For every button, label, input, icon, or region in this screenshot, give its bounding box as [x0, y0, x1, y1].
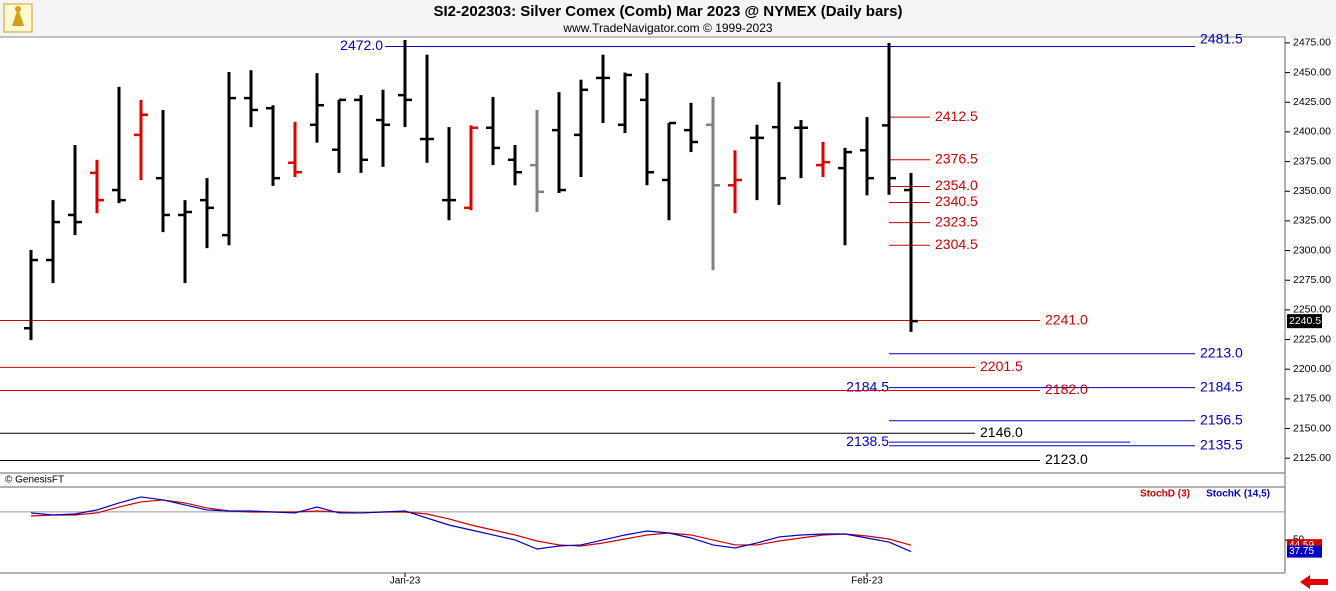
- legend-entry: StochK (14,5): [1206, 489, 1270, 500]
- y-tick-label: 2450.00: [1293, 66, 1331, 78]
- y-tick-label: 2200.00: [1293, 363, 1331, 375]
- logo: [3, 3, 33, 33]
- level-label: 2340.5: [935, 193, 978, 209]
- nav-arrow[interactable]: [1300, 575, 1328, 589]
- chart-title: SI2-202303: Silver Comex (Comb) Mar 2023…: [434, 3, 903, 20]
- y-tick-label: 2250.00: [1293, 304, 1331, 316]
- x-tick-label: Jan-23: [390, 576, 421, 587]
- last-price: 2240.5: [1289, 315, 1321, 327]
- level-label: 2376.5: [935, 150, 978, 166]
- level-label: 2123.0: [1045, 451, 1088, 467]
- y-tick-label: 2425.00: [1293, 96, 1331, 108]
- level-label: 2213.0: [1200, 344, 1243, 360]
- y-tick-label: 2400.00: [1293, 126, 1331, 138]
- level-label: 2184.5: [1200, 378, 1243, 394]
- source: © GenesisFT: [5, 475, 64, 486]
- level-label: 2354.0: [935, 177, 978, 193]
- legend-entry: StochD (3): [1140, 489, 1190, 500]
- last-value: 37.75: [1289, 546, 1314, 557]
- level-label: 2184.5: [846, 378, 889, 394]
- last-value-box: [1287, 545, 1322, 558]
- last-price-box: [1287, 314, 1322, 329]
- level-label: 2241.0: [1045, 311, 1088, 327]
- level-label: 2323.5: [935, 213, 978, 229]
- x-tick-label: Feb-23: [851, 576, 883, 587]
- chart-subtitle: www.TradeNavigator.com © 1999-2023: [562, 21, 772, 35]
- level-label: 2201.5: [980, 358, 1023, 374]
- level-label: 2481.5: [1200, 31, 1243, 47]
- last-value: 44.59: [1289, 540, 1314, 551]
- stoch-line: [30, 496, 912, 553]
- y-tick-label: 2375.00: [1293, 155, 1331, 167]
- level-label: 2472.0: [340, 37, 383, 53]
- level-label: 2412.5: [935, 108, 978, 124]
- level-label: 2156.5: [1200, 412, 1243, 428]
- y-tick-label: 2325.00: [1293, 215, 1331, 227]
- y-tick-label: 2125.00: [1293, 452, 1331, 464]
- header: [0, 0, 1336, 37]
- y-tick-label: 2475.00: [1293, 37, 1331, 49]
- y-tick-label: 2225.00: [1293, 333, 1331, 345]
- level-label: 2304.5: [935, 236, 978, 252]
- y-tick-label: 2300.00: [1293, 244, 1331, 256]
- level-label: 2146.0: [980, 424, 1023, 440]
- level-label: 2135.5: [1200, 436, 1243, 452]
- stoch-line: [30, 499, 912, 547]
- y-tick-label: 2175.00: [1293, 393, 1331, 405]
- level-label: 2182.0: [1045, 381, 1088, 397]
- y-tick-label: 2275.00: [1293, 274, 1331, 286]
- y-tick-label: 2150.00: [1293, 422, 1331, 434]
- y-tick-label: 2350.00: [1293, 185, 1331, 197]
- level-label: 2138.5: [846, 433, 889, 449]
